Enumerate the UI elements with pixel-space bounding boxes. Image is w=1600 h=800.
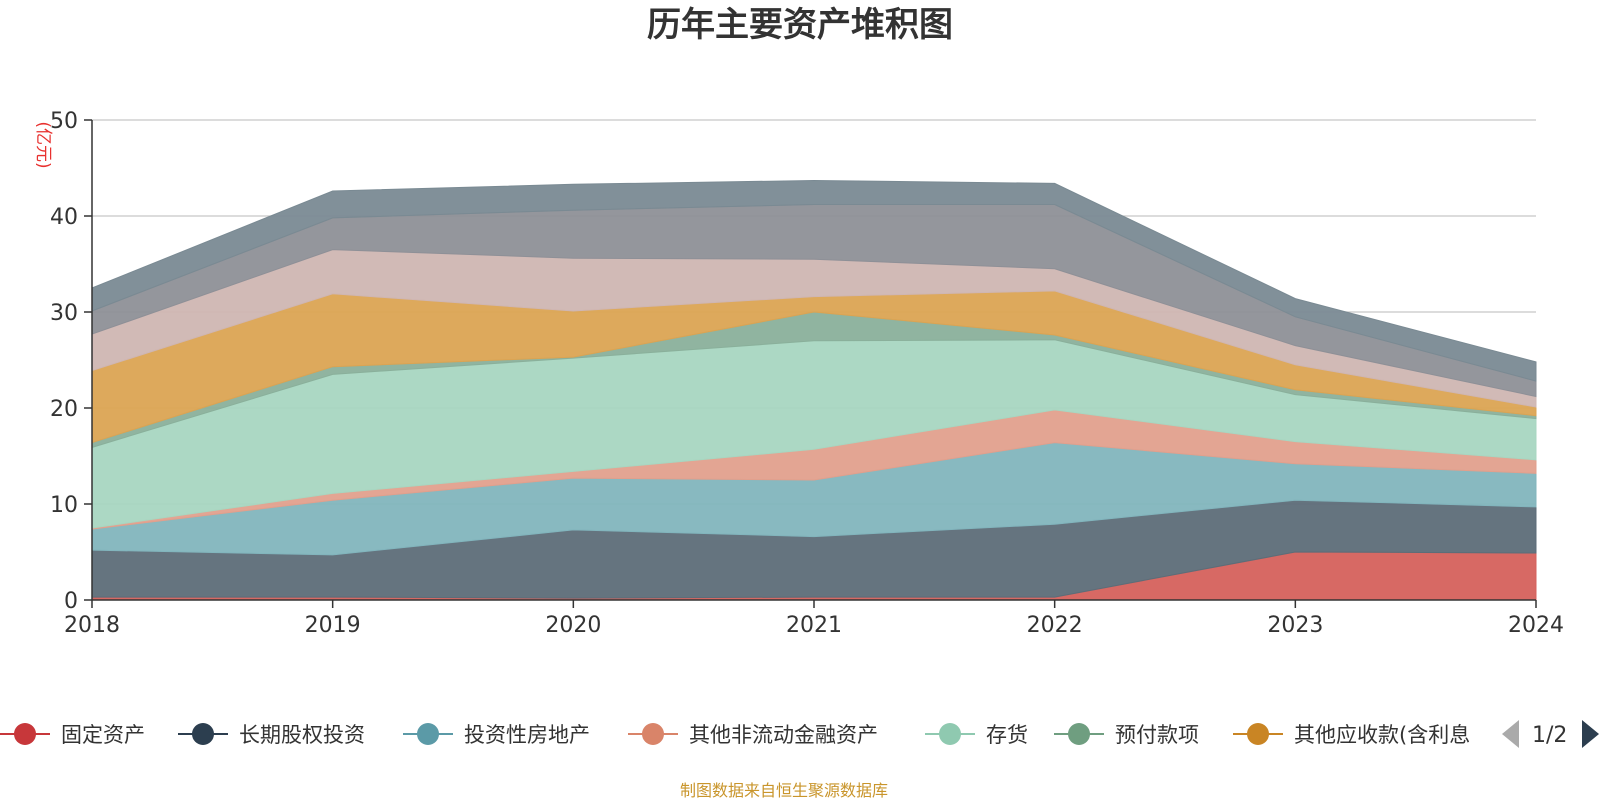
legend-pager: 1/2 — [1502, 720, 1599, 748]
y-tick-label: 40 — [50, 205, 78, 230]
legend-marker — [642, 723, 664, 745]
legend-marker — [939, 723, 961, 745]
legend-item[interactable]: 固定资产 — [0, 723, 145, 747]
area-layers — [92, 181, 1536, 601]
legend-label: 其他非流动金融资产 — [689, 723, 878, 747]
y-tick-label: 0 — [64, 589, 78, 614]
y-tick-label: 50 — [50, 109, 78, 134]
legend-page-indicator: 1/2 — [1532, 723, 1567, 748]
legend-item[interactable]: 投资性房地产 — [403, 723, 590, 747]
legend-item[interactable]: 预付款项 — [1054, 723, 1199, 747]
y-tick-label: 10 — [50, 493, 78, 518]
legend-item[interactable]: 存货 — [925, 723, 1028, 747]
legend-label: 其他应收款(含利息 — [1294, 723, 1470, 747]
x-tick-label: 2018 — [64, 613, 120, 638]
legend-marker — [1068, 723, 1090, 745]
y-tick-label: 30 — [50, 301, 78, 326]
x-tick-label: 2022 — [1027, 613, 1083, 638]
legend-label: 投资性房地产 — [464, 723, 590, 747]
chart-title: 历年主要资产堆积图 — [647, 5, 953, 45]
y-axis-unit: (亿元) — [33, 121, 53, 168]
source-note: 制图数据来自恒生聚源数据库 — [680, 781, 888, 800]
x-tick-label: 2020 — [545, 613, 601, 638]
legend-label: 长期股权投资 — [239, 723, 365, 747]
x-tick-label: 2024 — [1508, 613, 1564, 638]
legend-label: 存货 — [986, 723, 1028, 747]
x-tick-label: 2021 — [786, 613, 842, 638]
legend-marker — [14, 723, 36, 745]
prev-page-icon[interactable] — [1502, 720, 1519, 748]
legend-item[interactable]: 长期股权投资 — [178, 723, 365, 747]
legend-label: 预付款项 — [1115, 723, 1199, 747]
x-tick-label: 2023 — [1267, 613, 1323, 638]
legend-marker — [192, 723, 214, 745]
legend: 固定资产 长期股权投资 投资性房地产 其他非流动金融资产 存货 预付款项 其他应收款(含利息… — [0, 720, 1599, 748]
chart: 历年主要资产堆积图 0 10 20 30 40 50 2018 2019 2020 2021 202… — [0, 0, 1600, 800]
legend-marker — [417, 723, 439, 745]
y-tick-label: 20 — [50, 397, 78, 422]
legend-item[interactable]: 其他非流动金融资产 — [628, 723, 878, 747]
legend-item[interactable]: 其他应收款(含利息 — [1233, 723, 1470, 747]
legend-label: 固定资产 — [61, 723, 145, 747]
next-page-icon[interactable] — [1582, 720, 1599, 748]
legend-marker — [1247, 723, 1269, 745]
x-tick-label: 2019 — [305, 613, 361, 638]
